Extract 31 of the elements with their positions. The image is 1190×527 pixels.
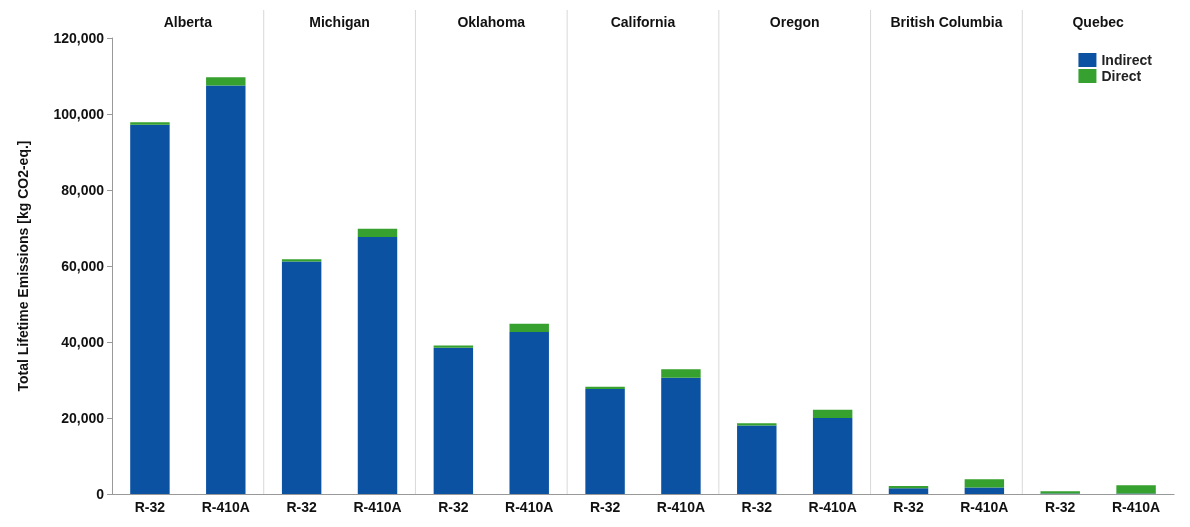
x-tick-label: R-32 (741, 499, 773, 515)
y-tick-label: 120,000 (53, 30, 105, 46)
text: California (610, 14, 676, 30)
x-tick-label: R-410A (1111, 499, 1161, 515)
x-tick-label: R-410A (201, 499, 250, 515)
y-tick-label: 100,000 (53, 106, 105, 122)
y-tick-label: 0 (96, 486, 105, 502)
x-tick-label: R-410A (505, 499, 554, 515)
text: Oklahoma (457, 14, 526, 30)
text: Alberta (163, 14, 213, 30)
x-tick-label: R-32 (1045, 499, 1076, 515)
text: Oregon (769, 14, 820, 30)
x-tick-label: R-32 (134, 499, 166, 515)
x-tick-label: R-32 (893, 499, 924, 515)
x-tick-label: R-32 (589, 499, 621, 515)
y-axis-title: Total Lifetime Emissions [kg CO2-eq.] (15, 140, 31, 392)
x-tick-label: R-32 (286, 499, 318, 515)
legend-label: Indirect (1101, 52, 1153, 68)
x-tick-label: R-410A (656, 499, 706, 515)
y-tick-label: 80,000 (61, 182, 105, 198)
y-tick-label: 20,000 (61, 410, 105, 426)
x-tick-label: R-410A (960, 499, 1009, 515)
x-tick-label: R-32 (438, 499, 469, 515)
x-tick-label: R-410A (808, 499, 857, 515)
y-tick-label: 40,000 (61, 334, 105, 350)
text: Michigan (309, 14, 370, 30)
x-tick-label: R-410A (353, 499, 402, 515)
text: British Columbia (890, 14, 1003, 30)
legend-label: Direct (1101, 68, 1142, 84)
text: Quebec (1072, 14, 1125, 30)
y-tick-label: 60,000 (61, 258, 105, 274)
